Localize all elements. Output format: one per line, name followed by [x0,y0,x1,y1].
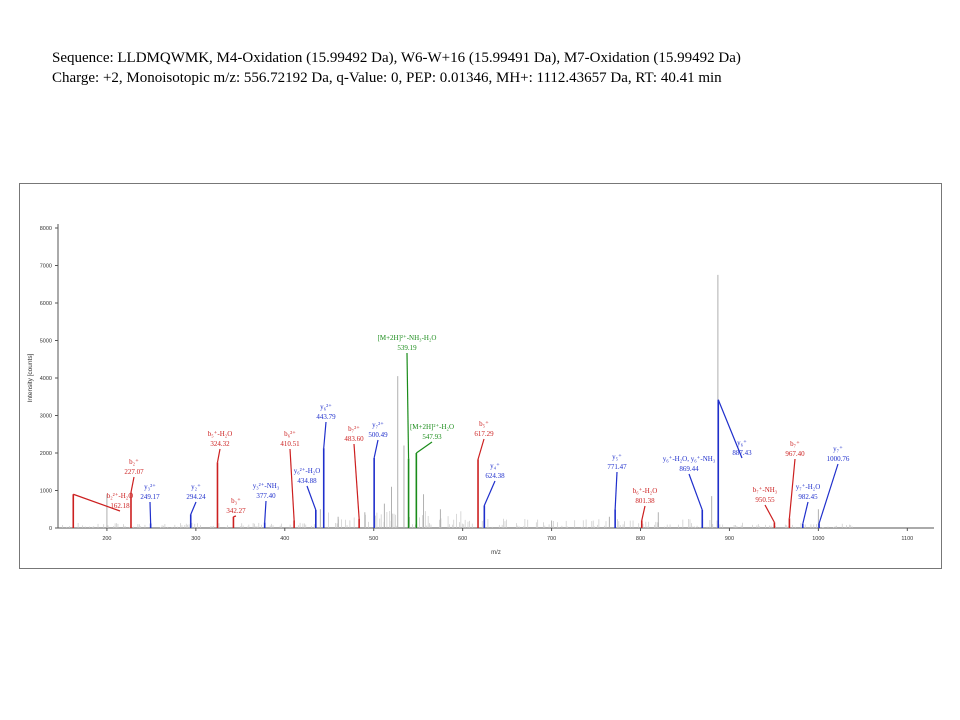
peak-ion-label: b₇²⁺ [348,425,360,433]
spectrum-panel: 0 1000 2000 3000 4000 5000 6000 7000 8000 200 300 4… [19,183,942,569]
peak-leader-line [614,471,618,510]
peak-leader-line [688,473,703,511]
y-tick-label: 0 [49,526,52,532]
peak-ion-label: [M+2H]²⁺-NH₃-H₂O [378,334,437,342]
spectrum-header: Sequence: LLDMQWMK, M4-Oxidation (15.994… [52,48,952,88]
peak-mz-label: 483.60 [344,435,364,443]
peak-leader-line [818,463,839,524]
peak-mz-label: 294.24 [186,493,206,501]
peak-leader-line [764,504,775,523]
y-axis-label: Intensity [counts] [27,353,34,402]
peak-leader-line [264,500,267,523]
sequence-line: Sequence: LLDMQWMK, M4-Oxidation (15.994… [52,50,741,66]
x-tick-label: 200 [102,536,111,542]
peak-ion-label: b₃⁺ [231,497,241,505]
peak-ion-label: b₆²⁺ [284,430,296,438]
peak-mz-label: 887.43 [732,449,752,457]
peak-ion-label: b₆⁺-H₂O [633,487,658,495]
peak-mz-label: 547.93 [422,433,442,441]
y-tick-label: 3000 [40,414,52,420]
peak-ion-label: y₃²⁺-NH₃ [253,482,280,490]
peak-leader-line [717,399,743,459]
peak-mz-label: 950.55 [755,496,775,504]
peak-ion-label: b₅⁺-H₂O [208,430,233,438]
peak-ion-label: b₅⁺ [479,420,489,428]
y-tick-label: 4000 [40,376,52,382]
peak-mz-label: 539.19 [397,344,417,352]
peak-ion-label: y₆⁺ [737,439,747,447]
x-tick-label: 900 [725,536,734,542]
peak-leader-line [149,501,152,524]
peak-mz-label: 617.29 [474,430,494,438]
peak-leader-line [73,493,121,512]
y-tick-label: 5000 [40,339,52,345]
peak-mz-label: 342.27 [226,507,246,515]
peak-mz-label: 1000.76 [827,455,850,463]
y-tick-label: 7000 [40,264,52,270]
peak-mz-label: 982.45 [798,493,818,501]
x-tick-label: 800 [636,536,645,542]
peak-ion-label: y₅⁺ [612,453,622,461]
peak-ion-label: y₇⁺ [833,445,843,453]
x-tick-label: 400 [280,536,289,542]
peak-leader-line [190,501,197,515]
x-tick-label: 700 [547,536,556,542]
x-tick-label: 1100 [901,536,913,542]
peak-mz-label: 967.40 [785,450,805,458]
ms2-spectrum-chart: 0 1000 2000 3000 4000 5000 6000 7000 8000 200 300 4… [27,224,934,556]
peak-leader-line [373,439,379,459]
peak-leader-line [406,352,410,459]
peak-ion-label: b₇⁺ [790,440,800,448]
peak-leader-line [802,501,809,525]
peak-mz-label: 227.07 [124,468,144,476]
peak-ion-label: y₃²⁺ [144,483,156,491]
peak-leader-line [289,448,295,521]
x-tick-label: 1000 [812,536,824,542]
x-tick-label: 500 [369,536,378,542]
peak-leader-line [641,505,646,521]
x-axis-label: m/z [491,550,501,556]
peak-mz-label: 162.18 [110,502,130,510]
charge-line: Charge: +2, Monoisotopic m/z: 556.72192 … [52,70,722,86]
peak-ion-label: y₆²⁺-H₂O [294,467,321,475]
peak-leader-line [477,438,485,460]
y-tick-label: 2000 [40,451,52,457]
peak-mz-label: 869.44 [679,465,699,473]
x-tick-label: 300 [191,536,200,542]
peak-mz-label: 434.88 [297,477,317,485]
peak-ion-label: b₂⁺ [129,458,139,466]
y-tick-label: 1000 [40,489,52,495]
peak-ion-label: b₂²⁺-H₂O [107,492,134,500]
peak-ion-label: y₆²⁺ [320,403,332,411]
peak-ion-label: y₇²⁺ [372,421,384,429]
peak-ion-label: b₇⁺-NH₃ [753,486,778,494]
x-tick-label: 600 [458,536,467,542]
peak-ion-label: y₇⁺-H₂O [796,483,821,491]
peak-ion-label: [M+2H]²⁺-H₂O [410,423,454,431]
peak-mz-label: 249.17 [140,493,160,501]
peak-leader-line [216,448,221,463]
peak-leader-line [415,441,433,454]
peak-leader-line [483,480,496,506]
peak-mz-label: 771.47 [607,463,627,471]
peak-mz-label: 443.79 [316,413,336,421]
peak-leader-line [306,485,317,511]
peak-mz-label: 801.38 [635,497,655,505]
peak-ion-label: y₆⁺-H₂O, y₆⁺-NH₃ [663,455,716,463]
peak-leader-line [353,443,360,519]
y-tick-label: 8000 [40,226,52,232]
peak-mz-label: 500.49 [368,431,388,439]
peak-mz-label: 377.40 [256,492,276,500]
peak-leader-line [323,421,327,449]
peak-leader-line [130,476,135,493]
peak-mz-label: 324.32 [210,440,230,448]
peak-ion-label: y₄⁺ [490,462,500,470]
peak-mz-label: 410.51 [280,440,300,448]
y-tick-label: 6000 [40,301,52,307]
peak-leader-line [233,515,237,518]
peak-leader-line [788,458,796,519]
peak-ion-label: y₂⁺ [191,483,201,491]
peak-mz-label: 624.38 [485,472,505,480]
